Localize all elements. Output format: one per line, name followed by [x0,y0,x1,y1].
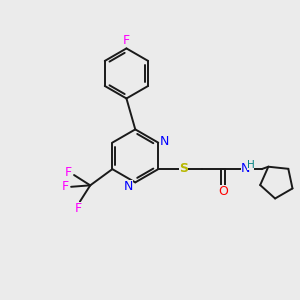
Text: S: S [179,162,188,175]
Text: H: H [247,160,254,170]
Text: N: N [160,135,169,148]
Text: N: N [241,162,250,175]
Text: F: F [62,180,69,193]
Text: N: N [124,180,134,193]
Text: O: O [218,185,228,198]
Text: F: F [75,202,82,214]
Text: F: F [123,34,130,47]
Text: F: F [65,166,72,179]
